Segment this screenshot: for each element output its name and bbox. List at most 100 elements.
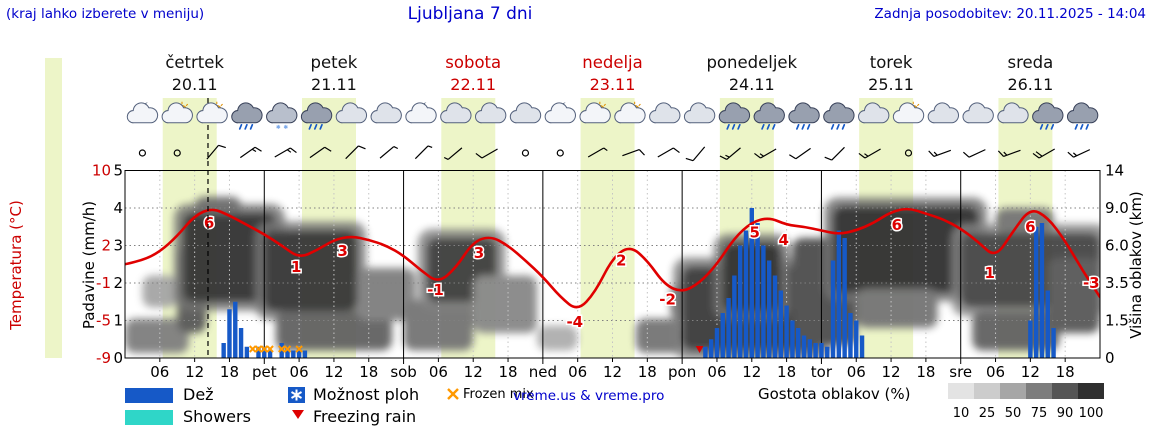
precip-bar <box>732 275 737 358</box>
wind-barb <box>379 146 399 159</box>
precip-bar <box>244 346 250 358</box>
x-day-label: sob <box>390 363 417 381</box>
weather-icon-rain <box>300 102 333 130</box>
wind-barb <box>657 147 680 158</box>
day-name: sreda <box>1007 53 1053 72</box>
wind-barb <box>309 146 332 159</box>
day-name: ponedeljek <box>706 53 797 72</box>
weather-icon-cloud <box>474 102 507 124</box>
precip-bar <box>836 230 842 358</box>
x-hour-label: 18 <box>498 363 517 381</box>
cloud-density-swatch <box>1078 383 1104 399</box>
precip-bar <box>703 346 708 358</box>
frozen-mix-marker <box>254 345 263 353</box>
frozen-mix-marker <box>277 345 286 353</box>
weather-icon-cloud <box>683 102 716 124</box>
x-hour-label: 18 <box>220 363 239 381</box>
weather-icon-cloud <box>927 102 960 124</box>
temp-tick-label: 10 <box>92 162 111 180</box>
weather-icon-rain <box>753 102 785 130</box>
precip-bar <box>778 290 784 358</box>
temperature-value-label: 3 <box>337 242 347 260</box>
temperature-value-label: 1 <box>985 264 995 282</box>
weather-icon-rain <box>231 102 263 130</box>
cloud-density-swatch <box>1052 383 1078 399</box>
cloud-density-swatch <box>1026 383 1052 399</box>
temperature-value-label: -3 <box>1083 274 1100 292</box>
cloud-density-swatch <box>948 383 974 399</box>
daylight-band <box>580 98 635 358</box>
precip-bar <box>302 350 308 358</box>
weather-icon-cloud <box>335 102 368 124</box>
precip-bar <box>1045 290 1050 358</box>
wind-barb <box>475 148 498 159</box>
cloud-height-tick-label: 14 <box>1105 162 1124 180</box>
temperature-value-label: 4 <box>778 231 788 249</box>
precip-bar <box>813 343 818 358</box>
cloud-blob <box>275 311 392 351</box>
wind-barb <box>858 148 881 159</box>
showers-legend-label: Showers <box>183 407 251 426</box>
day-name: torek <box>870 53 913 72</box>
wind-barb <box>521 149 530 157</box>
wind-barb <box>962 149 986 158</box>
temperature-value-label: 5 <box>749 223 759 241</box>
weather-icon-rain <box>788 102 820 130</box>
x-hour-label: 06 <box>429 363 448 381</box>
wind-barb <box>622 149 645 157</box>
cloud-blob <box>995 208 1054 233</box>
day-name: sobota <box>445 53 501 72</box>
precip-bar <box>859 335 865 358</box>
weather-icon-sun-cloud <box>579 101 611 124</box>
cloud-height-tick-label: 0 <box>1105 349 1115 367</box>
weather-icon-cloud <box>962 102 994 124</box>
x-hour-label: 18 <box>777 363 796 381</box>
precip-bar <box>842 238 847 358</box>
weather-icon-cloud <box>997 102 1029 124</box>
wind-barb <box>414 145 433 160</box>
precip-bar <box>743 230 749 358</box>
precip-bar <box>726 298 731 358</box>
weather-icon-cloud <box>649 102 681 124</box>
site-watermark-link[interactable]: vreme.us & vreme.pro <box>513 388 665 404</box>
x-hour-label: 18 <box>359 363 378 381</box>
x-hour-label: 12 <box>185 363 204 381</box>
freezing-rain-triangle-icon <box>292 410 304 419</box>
cloud-blob <box>833 206 979 293</box>
cloud-density-scale-value: 90 <box>1056 406 1074 421</box>
precip-bar <box>227 309 232 358</box>
cloud-density-scale-value: 75 <box>1030 406 1048 421</box>
precip-bar <box>801 335 807 358</box>
cloud-blob <box>1047 257 1100 333</box>
x-day-label: tor <box>811 363 833 381</box>
temperature-value-label: -2 <box>659 290 676 308</box>
wind-barb <box>1067 149 1091 158</box>
wind-barb <box>754 148 777 159</box>
wind-barb <box>997 149 1021 157</box>
precip-bar <box>233 301 238 358</box>
precip-bar <box>262 346 267 358</box>
frozen-mix-marker <box>260 345 268 353</box>
freezing-rain-legend-label: Freezing rain <box>313 407 417 426</box>
weather-icon-cloud <box>440 102 472 124</box>
precip-bar <box>1028 320 1033 358</box>
precip-bar <box>1033 226 1039 358</box>
x-day-label: ned <box>529 363 557 381</box>
temp-tick-label: -9 <box>96 349 111 367</box>
frozen-mix-legend-label: Frozen mix <box>463 387 534 402</box>
cloud-blob <box>125 318 189 353</box>
precip-type-markers <box>248 345 704 353</box>
temperature-value-label: 6 <box>1025 218 1035 236</box>
cloud-height-tick-label: 1.5 <box>1105 312 1129 330</box>
wind-barb <box>345 145 366 160</box>
cloud-density-legend-title: Gostota oblakov (%) <box>758 385 911 403</box>
day-date: 20.11 <box>172 75 218 94</box>
cloud-density-scale-labels: 10 25 50 75 90 100 <box>948 402 1104 421</box>
cloud-density-scale-value: 100 <box>1078 406 1104 421</box>
weather-icon-moon-cloud <box>544 102 576 124</box>
wind-barb <box>274 147 297 158</box>
temperature-value-label: 6 <box>892 216 902 234</box>
precip-tick-label: 4 <box>113 199 123 217</box>
location-menu-hint: (kraj lahko izberete v meniju) <box>6 6 205 22</box>
